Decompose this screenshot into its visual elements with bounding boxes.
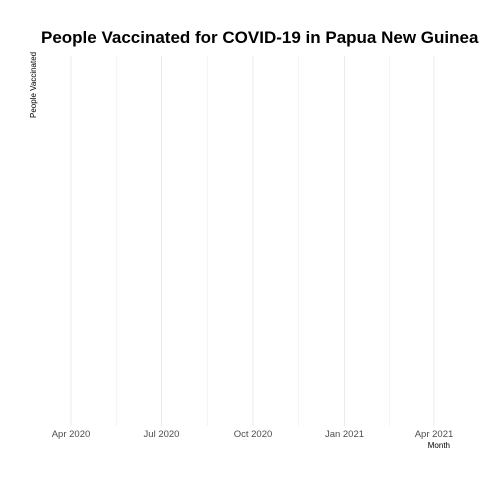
x-tick-label: Oct 2020	[234, 429, 273, 440]
x-tick-label: Apr 2020	[52, 429, 91, 440]
x-axis-title: Month	[428, 441, 450, 450]
gridlines	[70, 56, 435, 426]
x-tick-label: Apr 2021	[415, 429, 454, 440]
x-axis-ticks: Apr 2020 Jul 2020 Oct 2020 Jan 2021 Apr 2021	[52, 429, 454, 440]
x-tick-label: Jan 2021	[325, 429, 364, 440]
x-tick-label: Jul 2020	[144, 429, 180, 440]
chart-title: People Vaccinated for COVID-19 in Papua …	[41, 28, 479, 47]
y-axis-title: People Vaccinated	[29, 52, 38, 118]
